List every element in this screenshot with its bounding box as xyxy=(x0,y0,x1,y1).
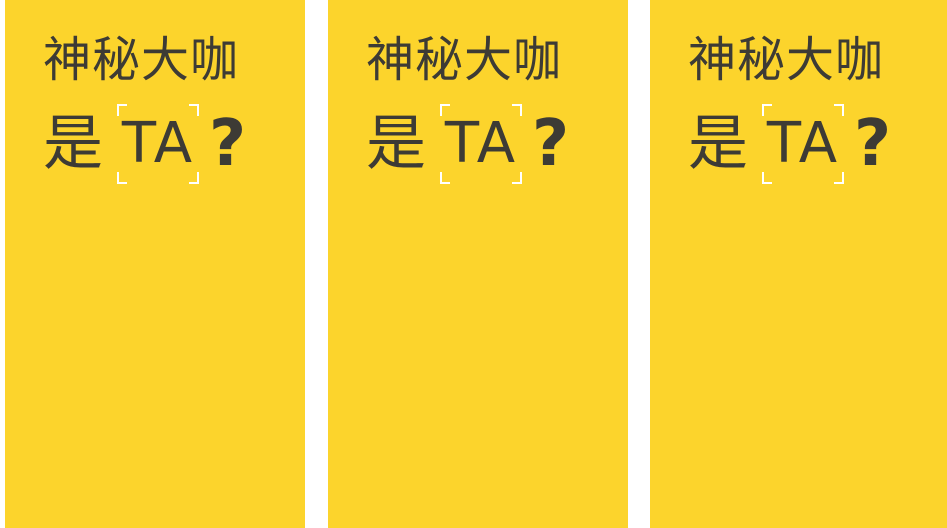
highlight-bracket-frame: TA xyxy=(440,104,522,184)
headline-line-2: 是 TA ? xyxy=(688,104,891,184)
bracket-corner-icon xyxy=(440,172,450,184)
question-mark: ? xyxy=(209,107,247,181)
highlight-text: TA xyxy=(766,111,840,176)
bracket-corner-icon xyxy=(440,104,450,116)
bracket-corner-icon xyxy=(762,172,772,184)
bracket-corner-icon xyxy=(834,104,844,116)
headline-line-1: 神秘大咖 xyxy=(43,32,240,88)
headline-word: 是 xyxy=(688,109,748,179)
highlight-text: TA xyxy=(121,111,195,176)
highlight-text: TA xyxy=(444,111,518,176)
bracket-corner-icon xyxy=(834,172,844,184)
headline-word: 是 xyxy=(366,109,426,179)
highlight-bracket-frame: TA xyxy=(117,104,199,184)
poster-panel-2: 神秘大咖 是 TA ? xyxy=(328,0,628,528)
bracket-corner-icon xyxy=(512,104,522,116)
question-mark: ? xyxy=(532,107,570,181)
poster-panel-3: 神秘大咖 是 TA ? xyxy=(650,0,947,528)
headline-line-1: 神秘大咖 xyxy=(688,32,885,88)
poster-panel-1: 神秘大咖 是 TA ? xyxy=(5,0,305,528)
headline-line-2: 是 TA ? xyxy=(366,104,569,184)
bracket-corner-icon xyxy=(189,104,199,116)
headline-line-1: 神秘大咖 xyxy=(366,32,563,88)
headline-word: 是 xyxy=(43,109,103,179)
question-mark: ? xyxy=(854,107,892,181)
bracket-corner-icon xyxy=(762,104,772,116)
headline-line-2: 是 TA ? xyxy=(43,104,246,184)
bracket-corner-icon xyxy=(189,172,199,184)
bracket-corner-icon xyxy=(117,172,127,184)
highlight-bracket-frame: TA xyxy=(762,104,844,184)
bracket-corner-icon xyxy=(117,104,127,116)
bracket-corner-icon xyxy=(512,172,522,184)
